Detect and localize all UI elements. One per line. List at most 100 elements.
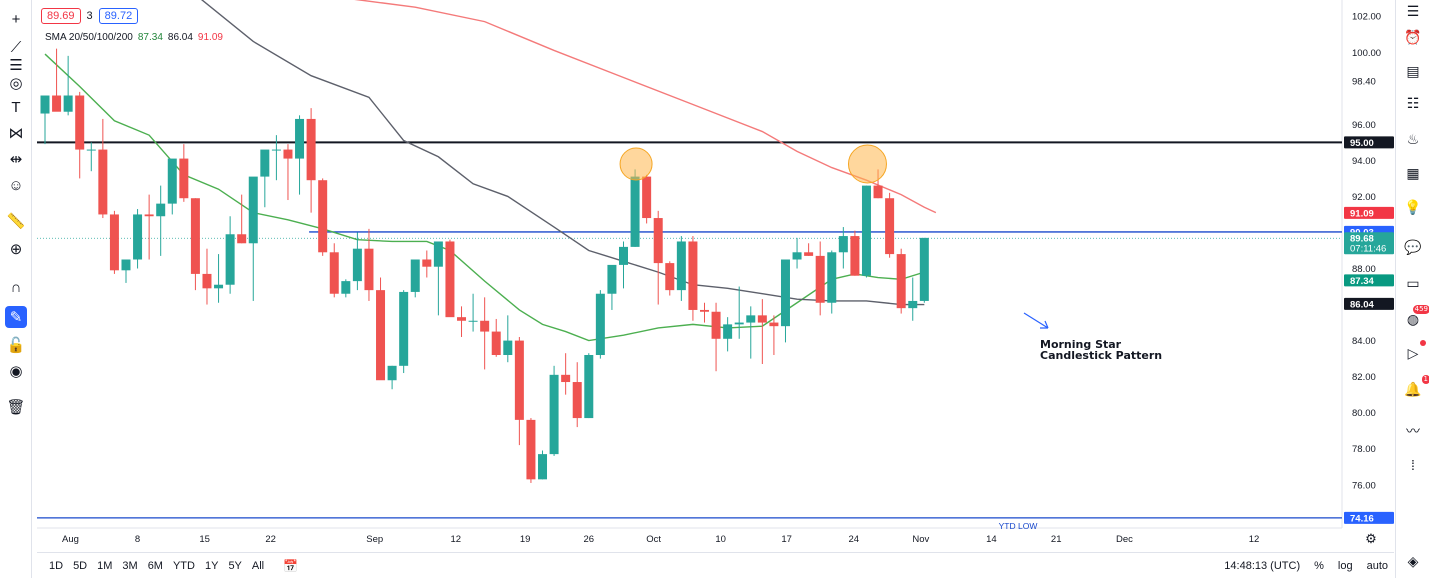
candle-body (723, 324, 733, 339)
candle-body (295, 118, 305, 159)
utc-clock[interactable]: 14:48:13 (UTC) (1224, 559, 1301, 572)
brush-icon[interactable]: ◎ (9, 75, 23, 92)
y-tick-label: 100.00 (1352, 48, 1381, 59)
watchlist-icon[interactable]: ☰ (1406, 2, 1420, 19)
candle-body (225, 234, 235, 285)
candle-body (237, 234, 247, 244)
x-tick-label: 12 (1249, 534, 1260, 545)
price-badges: 89.69 3 89.72 (41, 8, 139, 24)
chat-icon[interactable]: 💬 (1404, 238, 1422, 255)
timeframe-ytd[interactable]: YTD (172, 559, 195, 572)
candle-body (885, 198, 895, 255)
x-tick-label: 8 (135, 534, 140, 545)
spread-value: 3 (86, 10, 93, 22)
sma-legend[interactable]: SMA 20/50/100/200 87.34 86.04 91.09 (45, 32, 223, 43)
lock-icon[interactable]: 🔓 (6, 337, 26, 354)
candle-body (850, 236, 860, 276)
percent-toggle[interactable]: % (1314, 559, 1324, 572)
candle-body (780, 259, 790, 327)
eye-icon[interactable]: ◉ (9, 363, 23, 380)
ideas-icon[interactable]: 💡 (1404, 198, 1422, 215)
candle-body (861, 185, 871, 276)
chart-lines-icon[interactable]: 〰 (1406, 423, 1420, 439)
bottom-bar: 1D 5D 1M 3M 6M YTD 1Y 5Y All 📅 14:48:13 (UTC) % … (37, 552, 1394, 578)
candle-body (214, 284, 224, 289)
candle-body (873, 185, 883, 199)
layers-icon[interactable]: ◈ (1407, 552, 1419, 569)
candle-body (109, 214, 119, 271)
x-tick-label: Nov (912, 534, 929, 545)
hotlist-icon[interactable]: ♨ (1406, 130, 1420, 147)
emoji-icon[interactable]: ☺ (8, 176, 24, 194)
sma50-value: 86.04 (167, 32, 193, 43)
countdown-label: 07:11:46 (1350, 244, 1386, 255)
candle-body (908, 300, 918, 309)
crosshair-icon[interactable]: + (11, 10, 21, 28)
sma-legend-label: SMA 20/50/100/200 (45, 32, 133, 43)
candle-body (167, 158, 177, 204)
x-tick-label: Aug (62, 534, 79, 545)
y-tick-label: 96.00 (1352, 120, 1376, 131)
ruler-icon[interactable]: 📏 (6, 213, 26, 230)
notification-bell-icon[interactable]: 🔔 1 (1404, 375, 1429, 397)
y-tick-label: 80.00 (1352, 408, 1376, 419)
goto-date-icon[interactable]: 📅 (283, 558, 299, 573)
fib-icon[interactable]: ☰ (9, 57, 23, 74)
candle-body (538, 454, 548, 480)
lock-drawing-icon[interactable]: ✎ (5, 306, 27, 328)
y-tick-label: 84.00 (1352, 336, 1376, 347)
replay-icon[interactable]: ▷ (1402, 340, 1426, 364)
candle-body (144, 214, 154, 217)
magnet-icon[interactable]: ∩ (10, 278, 22, 296)
streams-icon[interactable]: ◍ 459 (1406, 305, 1429, 327)
candle-body (179, 158, 189, 199)
candle-body (98, 149, 108, 215)
alarm-icon[interactable]: ⏰ (1404, 28, 1422, 45)
sma100-value: 91.09 (197, 32, 223, 43)
candle-body (769, 322, 779, 327)
more-icon[interactable]: ⁞ (1411, 457, 1415, 473)
price-axis-label-bg (1344, 136, 1394, 149)
right-widget-toolbar: ☰ ⏰ ▤ ☷ ♨ ▦ 💡 💬 ▭ ◍ 459 ▷ 🔔 1 〰 ⁞ ◈ (1395, 0, 1429, 578)
pattern-icon[interactable]: ⋈ (8, 125, 24, 142)
x-tick-label: 22 (265, 534, 276, 545)
timeframe-1m[interactable]: 1M (97, 559, 113, 572)
log-toggle[interactable]: log (1337, 559, 1353, 572)
timeframe-all[interactable]: All (251, 559, 265, 572)
timeframe-6m[interactable]: 6M (147, 559, 163, 572)
price-axis-label-bg (1344, 206, 1394, 219)
annotation-text-line2: Candlestick Pattern (1040, 349, 1162, 362)
trend-line-icon[interactable]: ⟋ (10, 38, 22, 56)
timeframe-5y[interactable]: 5Y (228, 559, 242, 572)
auto-toggle[interactable]: auto (1366, 559, 1388, 572)
candle-body (75, 95, 85, 150)
sell-price-box[interactable]: 89.69 (41, 8, 81, 24)
annotation-text-line1: Morning Star (1040, 338, 1122, 351)
highlight-circle (847, 144, 887, 184)
candle-body (376, 290, 386, 381)
text-icon[interactable]: T (11, 98, 21, 116)
timeframe-5d[interactable]: 5D (73, 559, 88, 572)
price-axis-label: 95.00 (1350, 138, 1374, 149)
candle-body (86, 149, 96, 151)
buy-price-box[interactable]: 89.72 (98, 8, 139, 24)
candle-body (156, 203, 166, 217)
candle-body (52, 95, 62, 112)
trash-icon[interactable]: 🗑 (6, 399, 26, 416)
zoom-icon[interactable]: ⊕ (9, 241, 23, 258)
news-icon[interactable]: ▤ (1406, 62, 1420, 79)
y-tick-label: 78.00 (1352, 444, 1376, 455)
candle-body (318, 180, 328, 253)
candle-body (653, 218, 663, 264)
measure-icon[interactable]: ⇹ (9, 151, 23, 168)
add-list-icon[interactable]: ☷ (1406, 94, 1420, 111)
calendar-icon[interactable]: ▦ (1406, 164, 1420, 181)
timeframe-3m[interactable]: 3M (122, 559, 138, 572)
timeframe-1d[interactable]: 1D (49, 559, 64, 572)
x-tick-label: 21 (1051, 534, 1062, 545)
comment-icon[interactable]: ▭ (1406, 274, 1420, 291)
settings-gear-icon[interactable]: ⚙ (1365, 531, 1377, 546)
timeframe-1y[interactable]: 1Y (204, 559, 219, 572)
x-tick-label: 12 (450, 534, 461, 545)
